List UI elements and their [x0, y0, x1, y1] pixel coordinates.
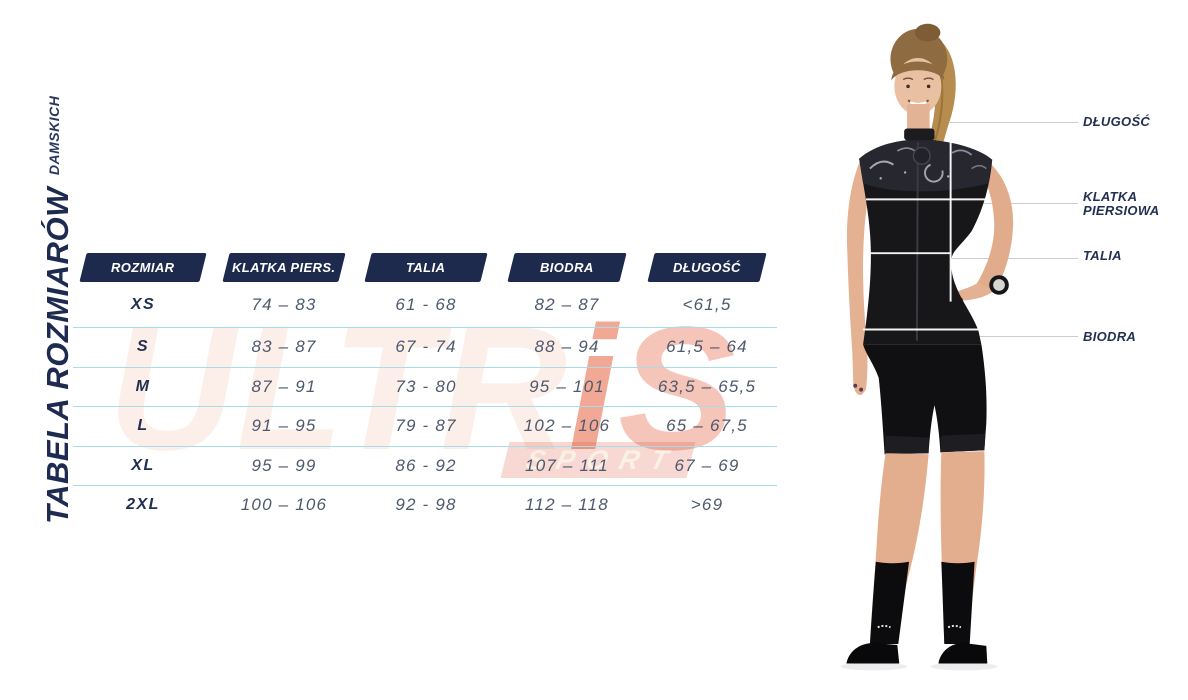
- table-row-xs: XS 74 – 83 61 - 68 82 – 87 <61,5: [73, 283, 777, 327]
- waist-cell: 86 - 92: [395, 455, 457, 475]
- hips-cell: 95 – 101: [529, 376, 605, 396]
- yoke-pattern: [859, 139, 993, 192]
- size-cell: XS: [130, 296, 156, 313]
- length-cell: >69: [690, 495, 724, 515]
- waist-cell: 92 - 98: [395, 495, 457, 515]
- model-photo: [840, 23, 1014, 671]
- length-cell: 61,5 – 64: [666, 337, 748, 357]
- length-cell: 67 – 69: [674, 455, 740, 475]
- header-rozmiar: ROZMIAR: [73, 253, 213, 283]
- right-arm: [973, 156, 1014, 290]
- waist-cell: 61 - 68: [395, 295, 457, 314]
- size-table-header-row: ROZMIAR KLATKA PIERS. TALIA BIODRA DŁUGO…: [73, 253, 777, 283]
- table-row-2xl: 2XL 100 – 106 92 - 98 112 – 118 >69: [73, 485, 777, 525]
- right-hand: [950, 283, 996, 301]
- brand-watermark-letter-s: S: [618, 291, 737, 487]
- hips-cell: 88 – 94: [534, 337, 600, 357]
- hips-cell: 102 – 106: [523, 416, 611, 436]
- table-row-l: L 91 – 95 79 - 87 102 – 106 65 – 67,5: [73, 406, 777, 446]
- header-talia: TALIA: [355, 253, 497, 283]
- waist-cell: 79 - 87: [395, 416, 457, 436]
- measure-label-dlugosc: DŁUGOŚĆ: [1083, 114, 1151, 129]
- brand-watermark-letter-i: i: [568, 291, 619, 487]
- chest-cell: 87 – 91: [251, 376, 317, 396]
- length-cell: 63,5 – 65,5: [657, 376, 757, 396]
- measure-label-biodra: BIODRA: [1083, 329, 1137, 344]
- shorts: [863, 344, 987, 455]
- leader-line-talia: [950, 258, 1078, 259]
- left-sock: [869, 561, 910, 644]
- size-cell: S: [136, 338, 150, 356]
- chest-cell: 100 – 106: [240, 495, 328, 515]
- hips-cell: 112 – 118: [525, 495, 609, 515]
- table-row-xl: XL 95 – 99 86 - 92 107 – 111 67 – 69: [73, 445, 777, 486]
- length-cell: 65 – 67,5: [666, 416, 748, 436]
- length-cell: <61,5: [682, 295, 732, 314]
- brand-watermark-letters: ULTR: [108, 291, 569, 487]
- chest-cell: 91 – 95: [251, 416, 317, 436]
- page-title-sub: DAMSKICH: [46, 95, 62, 176]
- header-klatka-piers: KLATKA PIERS.: [213, 253, 355, 283]
- chest-cell: 83 – 87: [251, 337, 317, 357]
- top-garment: [859, 139, 993, 345]
- size-cell: 2XL: [126, 496, 160, 514]
- brand-watermark-wordmark: ULTRiS: [108, 294, 736, 494]
- face: [894, 58, 942, 115]
- right-sock: [941, 561, 975, 644]
- table-row-s: S 83 – 87 67 - 74 88 – 94 61,5 – 64: [73, 327, 777, 367]
- size-table: ROZMIAR KLATKA PIERS. TALIA BIODRA DŁUGO…: [73, 253, 777, 525]
- page-title-main: TABELA ROZMIARÓW: [40, 187, 75, 524]
- header-dlugosc: DŁUGOŚĆ: [637, 253, 777, 283]
- measure-label-talia: TALIA: [1083, 248, 1122, 263]
- left-shoe: [846, 642, 900, 664]
- header-biodra: BIODRA: [497, 253, 637, 283]
- right-shoe: [938, 642, 988, 664]
- hips-cell: 82 – 87: [534, 295, 600, 314]
- size-cell: L: [137, 417, 149, 435]
- table-row-m: M 87 – 91 73 - 80 95 – 101 63,5 – 65,5: [73, 366, 777, 407]
- waist-cell: 67 - 74: [395, 337, 457, 357]
- leader-line-dlugosc: [950, 122, 1078, 123]
- chest-cell: 95 – 99: [251, 455, 317, 475]
- size-cell: XL: [131, 456, 155, 474]
- hips-cell: 107 – 111: [525, 455, 609, 475]
- leader-line-biodra: [950, 336, 1078, 337]
- leader-line-klatka: [950, 203, 1078, 204]
- measure-label-klatka-piersiowa: KLATKA PIERSIOWA: [1083, 189, 1160, 218]
- size-cell: M: [135, 377, 151, 395]
- left-arm: [846, 160, 876, 396]
- zipper-pull: [912, 146, 931, 165]
- waist-cell: 73 - 80: [395, 376, 457, 396]
- page-title: TABELA ROZMIARÓW DAMSKICH: [40, 96, 76, 524]
- chest-cell: 74 – 83: [251, 295, 317, 314]
